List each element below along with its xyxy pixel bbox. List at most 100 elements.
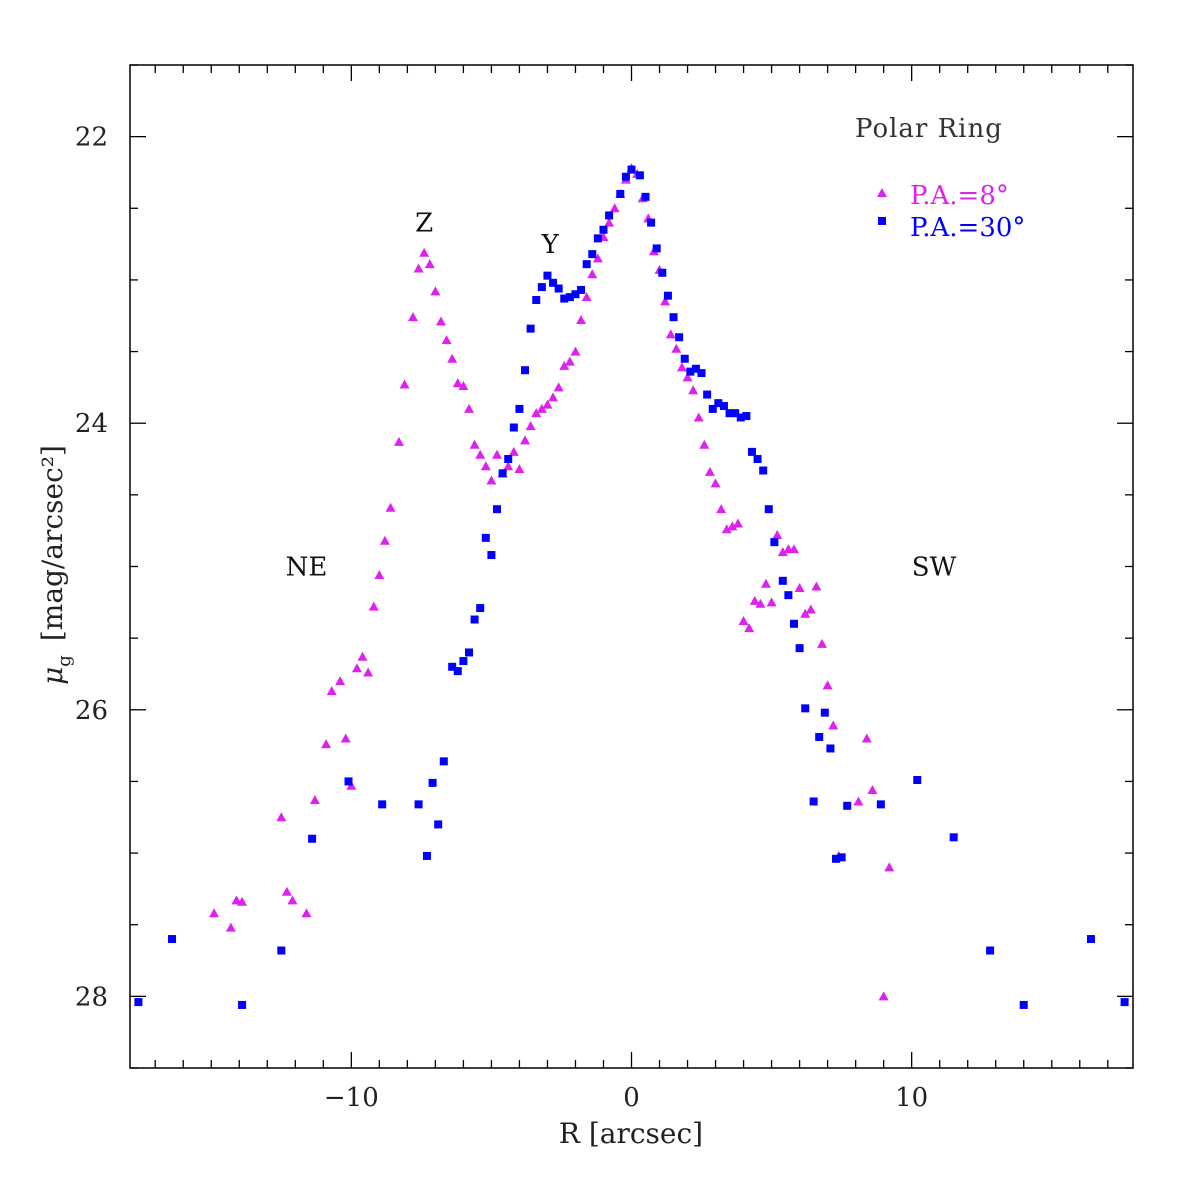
triangle-point-pa8 [665,329,676,339]
triangle-point-pa8 [811,581,822,591]
square-point-pa30 [837,853,846,862]
square-point-pa30 [742,412,751,421]
triangle-point-pa8 [430,286,441,296]
triangle-point-pa8 [744,623,755,633]
square-point-pa30 [832,854,841,863]
triangle-point-pa8 [237,896,248,906]
square-point-pa30 [532,295,541,304]
triangle-point-pa8 [531,408,542,418]
square-point-pa30 [759,466,768,475]
square-point-pa30 [731,409,740,418]
square-point-pa30 [770,538,779,547]
square-point-pa30 [1086,935,1095,944]
triangle-point-pa8 [536,403,547,413]
square-point-pa30 [577,285,586,294]
triangle-point-pa8 [492,449,503,459]
triangle-point-pa8 [716,504,727,514]
triangle-point-pa8 [225,922,236,932]
x-tick-label: 10 [895,1083,928,1113]
square-point-pa30 [481,533,490,542]
square-point-pa30 [168,935,177,944]
triangle-point-pa8 [374,570,385,580]
square-point-pa30 [565,293,574,302]
annotations: Z Y NE SW [286,209,957,583]
triangle-point-pa8 [399,379,410,389]
triangle-point-pa8 [766,597,777,607]
square-point-pa30 [308,834,317,843]
legend-label-pa8: P.A.=8° [910,181,1009,211]
triangle-point-pa8 [464,403,475,413]
square-point-pa30 [778,576,787,585]
square-point-pa30 [652,244,661,253]
square-point-pa30 [635,171,644,180]
triangle-point-pa8 [604,217,615,227]
triangle-point-pa8 [800,608,811,618]
y-axis-symbol: μ [36,667,69,685]
square-point-pa30 [521,366,530,375]
triangle-point-pa8 [788,544,799,554]
triangle-point-pa8 [576,315,587,325]
square-point-pa30 [753,455,762,464]
triangle-point-pa8 [861,733,872,743]
triangle-point-pa8 [508,446,519,456]
square-point-pa30 [675,333,684,342]
square-point-pa30 [498,469,507,478]
triangle-point-pa8 [452,378,463,388]
triangle-point-pa8 [435,316,446,326]
square-point-pa30 [714,399,723,408]
square-point-pa30 [459,657,468,666]
triangle-point-pa8 [755,598,766,608]
triangle-point-pa8 [721,524,732,534]
x-tick-label: −10 [324,1083,379,1113]
triangle-point-pa8 [480,461,491,471]
triangle-point-pa8 [671,343,682,353]
triangle-point-pa8 [682,372,693,382]
square-point-pa30 [428,778,437,787]
triangle-point-pa8 [688,385,699,395]
square-point-pa30 [509,423,518,432]
triangle-point-pa8 [276,812,287,822]
square-point-pa30 [414,800,423,809]
square-point-pa30 [476,604,485,613]
triangle-point-pa8 [231,895,242,905]
square-point-pa30 [795,644,804,653]
triangle-point-pa8 [704,466,715,476]
triangle-point-pa8 [351,663,362,673]
square-point-pa30 [784,591,793,600]
y-tick-labels: 22 24 26 28 [75,123,108,1013]
square-point-pa30 [1019,1000,1028,1009]
triangle-point-pa8 [772,529,783,539]
triangle-point-pa8 [368,601,379,611]
triangle-point-pa8 [475,449,486,459]
square-point-pa30 [537,283,546,292]
triangle-point-pa8 [732,518,743,528]
square-point-pa30 [434,820,443,829]
square-point-pa30 [736,413,745,422]
square-point-pa30 [453,667,462,676]
square-point-pa30 [801,704,810,713]
square-point-pa30 [616,189,625,198]
x-tick-labels: −10 0 10 [324,1083,928,1113]
square-point-pa30 [697,369,706,378]
square-point-pa30 [487,551,496,560]
square-point-pa30 [986,946,995,955]
square-point-pa30 [605,211,614,220]
triangle-point-pa8 [710,478,721,488]
square-point-pa30 [686,367,695,376]
triangle-point-pa8 [413,263,424,273]
y-axis-unit: [mag/arcsec²] [36,445,69,641]
square-point-pa30 [465,648,474,657]
square-point-pa30 [344,777,353,786]
triangle-point-pa8 [699,439,710,449]
square-point-pa30 [747,447,756,456]
triangle-point-pa8 [357,651,368,661]
triangle-point-pa8 [570,346,581,356]
triangle-point-pa8 [581,292,592,302]
triangle-point-pa8 [805,604,816,614]
triangle-point-pa8 [486,475,497,485]
y-tick-label: 22 [75,123,108,153]
triangle-point-pa8 [301,908,312,918]
square-point-pa30 [719,402,728,411]
square-point-pa30 [448,662,457,671]
y-tick-label: 26 [75,696,108,726]
